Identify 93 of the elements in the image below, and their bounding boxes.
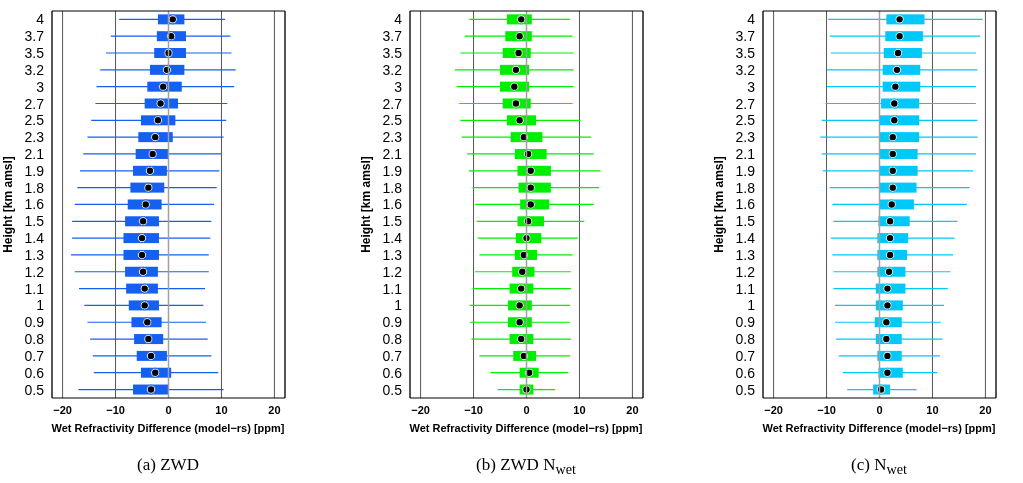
text: (b) ZWD N$_{wet}$: [475, 455, 577, 479]
y-tick-label: 0.9: [24, 314, 45, 331]
y-tick-label: 0.5: [382, 381, 403, 398]
y-tick-label: 1.9: [735, 162, 756, 179]
x-tick-label: 10: [573, 403, 586, 416]
y-tick-label: 1.2: [24, 263, 45, 280]
y-tick-label: 1.8: [735, 179, 756, 196]
y-tick-label: 3.5: [735, 45, 756, 62]
y-tick-label: 3: [394, 78, 403, 95]
y-tick-label: 1: [394, 297, 403, 314]
y-tick-label: 2.1: [382, 145, 403, 162]
y-tick-label: 1.2: [735, 263, 756, 280]
y-tick-label: 0.7: [735, 347, 756, 364]
x-tick-label: 10: [926, 403, 939, 416]
y-tick-label: 4: [394, 11, 403, 28]
y-tick-label: 1: [747, 297, 756, 314]
y-tick-label: 2.5: [735, 112, 756, 129]
x-tick-label: 10: [215, 403, 228, 416]
y-tick-label: 0.9: [382, 314, 403, 331]
y-tick-label: 2.7: [735, 95, 756, 112]
y-tick-label: 0.6: [735, 364, 756, 381]
y-tick-label: 3.2: [382, 61, 403, 78]
y-tick-label: 3: [747, 78, 756, 95]
y-tick-label: 3.2: [735, 61, 756, 78]
y-tick-label: 0.5: [735, 381, 756, 398]
y-tick-label: 1.5: [24, 213, 45, 230]
y-tick-label: 2.3: [735, 129, 756, 146]
y-tick-label: 2.7: [382, 95, 403, 112]
y-tick-label: 2.1: [24, 145, 45, 162]
x-tick-label: −10: [817, 403, 836, 416]
y-tick-label: 1.9: [382, 162, 403, 179]
x-tick-label: −20: [53, 403, 72, 416]
y-tick-label: 1.8: [382, 179, 403, 196]
x-tick-label: 20: [979, 403, 992, 416]
y-tick-label: 3.7: [24, 28, 45, 45]
x-axis-title: Wet Refractivity Difference (model−rs) [ppm]: [50, 422, 286, 434]
y-tick-label: 1.4: [24, 230, 45, 247]
y-tick-label: 3.5: [382, 45, 403, 62]
y-tick-label: 0.8: [24, 331, 45, 348]
x-tick-label: 20: [626, 403, 639, 416]
y-tick-label: 1.6: [735, 196, 756, 213]
y-axis-title: Height [km amsl]: [712, 156, 727, 253]
y-tick-label: 0.9: [735, 314, 756, 331]
y-tick-label: 3.7: [735, 28, 756, 45]
y-tick-label: 1.1: [382, 280, 403, 297]
y-tick-label: 0.8: [735, 331, 756, 348]
y-tick-label: 0.7: [382, 347, 403, 364]
x-tick-label: −20: [764, 403, 783, 416]
y-tick-label: 0.8: [382, 331, 403, 348]
y-tick-label: 3.5: [24, 45, 45, 62]
y-tick-label: 3.7: [382, 28, 403, 45]
y-tick-label: 1.3: [735, 246, 756, 263]
x-tick-label: 0: [876, 403, 883, 416]
y-axis-title: Height [km amsl]: [359, 156, 374, 253]
y-tick-label: 1.3: [24, 246, 45, 263]
y-axis-title: Height [km amsl]: [1, 156, 16, 253]
y-tick-label: 1.1: [735, 280, 756, 297]
y-tick-label: 1.5: [382, 213, 403, 230]
y-tick-label: 1.2: [382, 263, 403, 280]
y-tick-label: 2.1: [735, 145, 756, 162]
text: (a) ZWD: [136, 455, 200, 475]
y-tick-label: 1.9: [24, 162, 45, 179]
x-tick-label: −10: [464, 403, 483, 416]
y-tick-label: 0.7: [24, 347, 45, 364]
y-tick-label: 2.5: [382, 112, 403, 129]
y-tick-label: 0.5: [24, 381, 45, 398]
y-tick-label: 3.2: [24, 61, 45, 78]
x-tick-label: −20: [411, 403, 430, 416]
y-tick-label: 1.6: [382, 196, 403, 213]
text: (c) N$_{wet}$: [850, 455, 908, 479]
x-tick-label: 0: [165, 403, 172, 416]
y-tick-label: 3: [36, 78, 45, 95]
x-tick-label: 0: [523, 403, 530, 416]
y-tick-label: 1.4: [735, 230, 756, 247]
x-axis-title: Wet Refractivity Difference (model−rs) [ppm]: [408, 422, 644, 434]
y-tick-label: 2.7: [24, 95, 45, 112]
x-tick-label: −10: [106, 403, 125, 416]
y-tick-label: 4: [747, 11, 756, 28]
y-tick-label: 1.5: [735, 213, 756, 230]
y-tick-label: 2.3: [382, 129, 403, 146]
y-tick-label: 1.1: [24, 280, 45, 297]
y-tick-label: 1.8: [24, 179, 45, 196]
x-axis-title: Wet Refractivity Difference (model−rs) [ppm]: [761, 422, 997, 434]
y-tick-label: 0.6: [24, 364, 45, 381]
y-tick-label: 0.6: [382, 364, 403, 381]
y-tick-label: 2.5: [24, 112, 45, 129]
y-tick-label: 1.3: [382, 246, 403, 263]
x-tick-label: 20: [268, 403, 281, 416]
y-tick-label: 4: [36, 11, 45, 28]
y-tick-label: 1.6: [24, 196, 45, 213]
y-tick-label: 1: [36, 297, 45, 314]
y-tick-label: 2.3: [24, 129, 45, 146]
y-tick-label: 1.4: [382, 230, 403, 247]
